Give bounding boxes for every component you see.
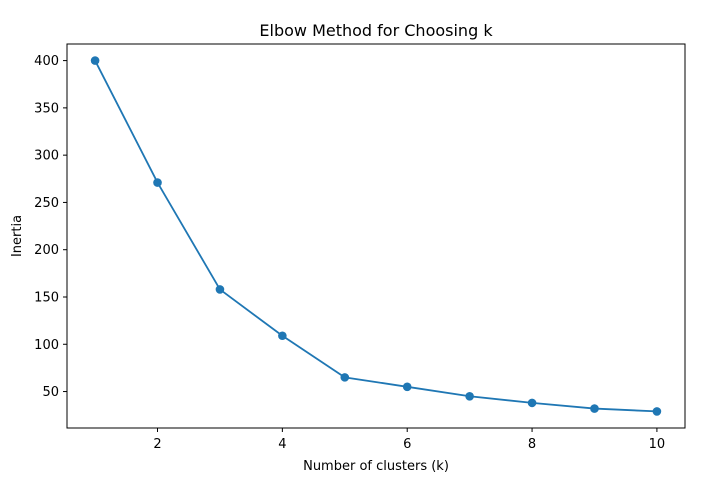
y-tick-label: 100 <box>34 338 59 353</box>
data-point <box>153 178 162 187</box>
y-axis-ticks: 50 100 150 200 250 300 350 400 <box>34 54 67 400</box>
x-tick-label: 10 <box>649 437 666 452</box>
y-tick-label: 150 <box>34 290 59 305</box>
x-tick-label: 6 <box>403 437 411 452</box>
y-tick-label: 300 <box>34 149 59 164</box>
data-point <box>465 391 474 401</box>
y-axis-label: Inertia <box>10 215 25 257</box>
data-point <box>90 56 100 65</box>
data-point <box>340 373 350 382</box>
y-tick-label: 400 <box>34 54 59 69</box>
series-layer <box>90 56 662 416</box>
data-point <box>652 407 662 416</box>
data-point <box>527 398 537 408</box>
data-point <box>278 331 287 341</box>
series-line <box>94 60 657 413</box>
chart-title: Elbow Method for Choosing k <box>259 21 493 40</box>
x-tick-label: 2 <box>153 437 161 452</box>
y-tick-label: 50 <box>42 385 59 400</box>
y-tick-label: 250 <box>34 196 59 211</box>
x-tick-label: 4 <box>278 437 286 452</box>
axes-frame <box>66 43 686 429</box>
data-point <box>402 382 412 392</box>
data-point <box>590 404 599 413</box>
x-axis-label: Number of clusters (k) <box>303 459 449 474</box>
y-tick-label: 200 <box>34 243 59 258</box>
x-tick-label: 8 <box>528 437 536 452</box>
y-tick-label: 350 <box>34 101 59 116</box>
x-axis-ticks: 2 4 6 8 10 <box>153 428 665 452</box>
data-point <box>215 285 225 294</box>
